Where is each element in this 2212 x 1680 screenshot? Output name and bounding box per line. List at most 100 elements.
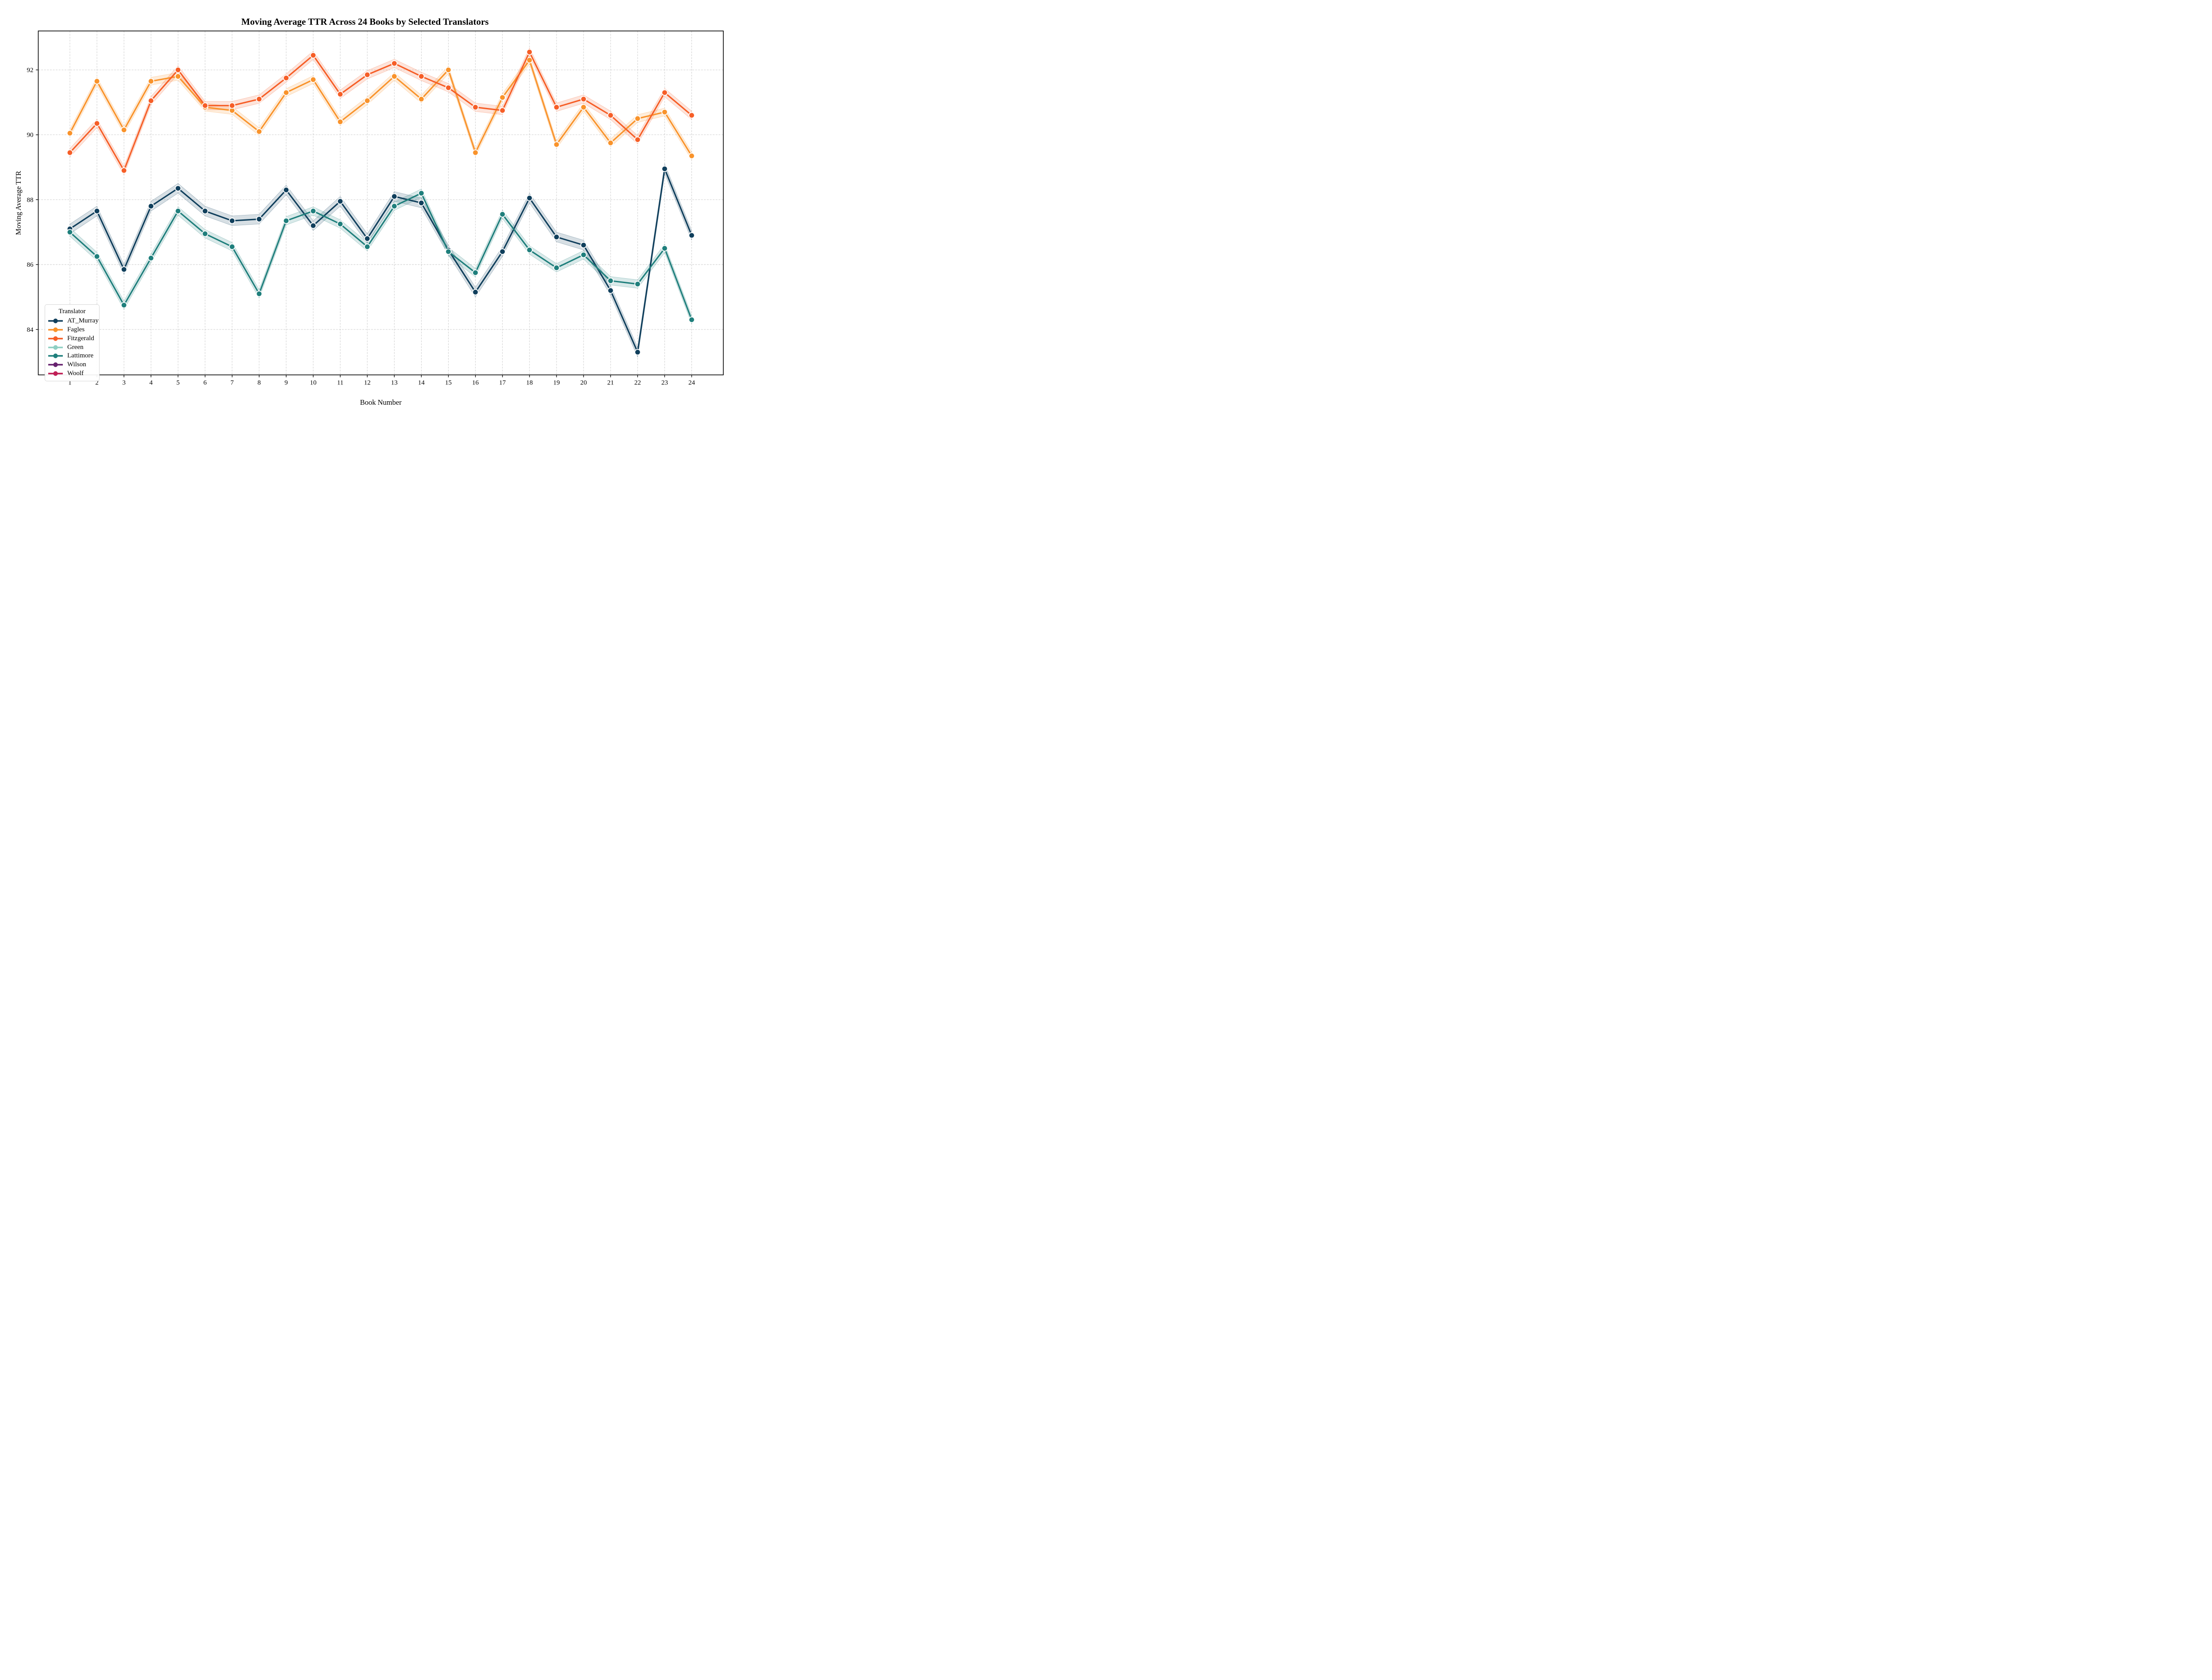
point-Lattimore-5 [175, 207, 181, 215]
legend-label-Wilson: Wilson [67, 361, 86, 368]
legend-marker-Woolf [48, 371, 63, 376]
point-Fagles-10 [310, 76, 317, 83]
legend-label-AT_Murray: AT_Murray [67, 317, 99, 325]
chart-title: Moving Average TTR Across 24 Books by Se… [241, 16, 489, 27]
point-Fitzgerald-24 [688, 112, 695, 119]
band-Fitzgerald [69, 47, 692, 175]
gridlines [38, 31, 723, 375]
point-AT_Murray-9 [283, 187, 290, 193]
point-Lattimore-18 [526, 246, 533, 253]
x-tick-label-7: 7 [230, 380, 234, 387]
point-AT_Murray-17 [499, 248, 506, 255]
point-Fagles-22 [634, 115, 641, 122]
point-Lattimore-6 [202, 230, 208, 237]
point-Lattimore-16 [472, 269, 479, 276]
figure: Moving Average TTR Across 24 Books by Se… [0, 0, 730, 420]
x-tick-label-12: 12 [364, 380, 371, 387]
point-Fagles-20 [580, 104, 587, 111]
legend: Translator AT_Murray Fagles Fitzgerald Gree… [45, 304, 100, 382]
point-AT_Murray-10 [310, 222, 317, 229]
point-Fitzgerald-16 [472, 104, 479, 111]
point-AT_Murray-18 [526, 195, 533, 201]
legend-item-Wilson: Wilson [48, 361, 99, 368]
point-Lattimore-14 [418, 190, 425, 196]
point-AT_Murray-2 [93, 207, 100, 215]
line-Fagles [69, 59, 692, 157]
point-Fagles-5 [175, 73, 181, 80]
point-Fagles-9 [283, 89, 290, 96]
legend-label-Fagles: Fagles [67, 326, 85, 333]
x-tick-label-22: 22 [634, 380, 641, 387]
point-Fitzgerald-14 [418, 73, 425, 80]
point-AT_Murray-19 [553, 234, 560, 240]
point-Fitzgerald-7 [229, 102, 235, 109]
point-Lattimore-21 [607, 277, 614, 284]
x-tick-label-19: 19 [553, 380, 560, 387]
y-tick-label-90: 90 [27, 132, 34, 139]
x-tick-label-9: 9 [284, 380, 288, 387]
point-Fagles-19 [553, 141, 560, 148]
point-AT_Murray-16 [472, 289, 479, 295]
band-Lattimore [69, 188, 692, 324]
point-Lattimore-8 [256, 290, 262, 297]
point-Fitzgerald-20 [580, 96, 587, 103]
point-AT_Murray-3 [121, 266, 127, 273]
point-Fitzgerald-17 [499, 107, 506, 114]
legend-label-Fitzgerald: Fitzgerald [67, 334, 94, 342]
x-tick-label-6: 6 [204, 380, 207, 387]
legend-marker-Wilson [48, 362, 63, 367]
x-tick-label-20: 20 [580, 380, 587, 387]
point-Fagles-1 [66, 130, 73, 137]
point-Fitzgerald-4 [148, 97, 154, 104]
x-tick-label-4: 4 [150, 380, 153, 387]
point-Fagles-15 [445, 66, 452, 73]
point-Fitzgerald-9 [283, 75, 290, 81]
point-AT_Murray-21 [607, 287, 614, 294]
y-tick-label-84: 84 [27, 326, 34, 334]
series-Fitzgerald [66, 49, 695, 174]
x-tick-label-5: 5 [177, 380, 180, 387]
series-AT_Murray [66, 165, 695, 356]
x-tick-label-11: 11 [337, 380, 343, 387]
line-chart: 1 2 3 4 5 6 7 8 9 10 11 12 13 14 15 16 17 18 19 20 21 22 23 248… [14, 31, 724, 407]
point-Fitzgerald-6 [202, 102, 208, 109]
x-tick-label-8: 8 [257, 380, 261, 387]
point-AT_Murray-20 [580, 242, 587, 249]
legend-label-Woolf: Woolf [67, 369, 84, 377]
series-lines [66, 49, 695, 356]
line-Fitzgerald [69, 51, 692, 172]
plot-border [38, 31, 724, 376]
legend-label-Lattimore: Lattimore [67, 352, 94, 360]
point-Fitzgerald-19 [553, 104, 560, 111]
point-Fagles-17 [499, 94, 506, 101]
x-tick-label-21: 21 [607, 380, 614, 387]
point-AT_Murray-6 [202, 207, 208, 215]
x-tick-label-16: 16 [472, 380, 479, 387]
band-AT_Murray [69, 163, 692, 358]
point-Lattimore-23 [661, 245, 668, 252]
point-Lattimore-11 [337, 221, 344, 227]
point-Lattimore-12 [364, 243, 371, 250]
point-Fagles-2 [93, 78, 100, 84]
legend-item-Green: Green [48, 343, 99, 351]
point-Lattimore-17 [499, 211, 506, 218]
point-Lattimore-7 [229, 243, 235, 250]
legend-marker-AT_Murray [48, 318, 63, 323]
x-tick-label-23: 23 [661, 380, 668, 387]
point-Lattimore-13 [391, 203, 398, 210]
point-AT_Murray-22 [634, 349, 641, 356]
point-Fitzgerald-3 [121, 167, 127, 174]
legend-label-Green: Green [67, 343, 84, 351]
point-AT_Murray-8 [256, 216, 262, 222]
y-tick-label-92: 92 [27, 67, 34, 74]
x-tick-label-3: 3 [122, 380, 126, 387]
point-Fitzgerald-12 [364, 71, 371, 78]
point-Fagles-18 [526, 57, 533, 64]
point-AT_Murray-4 [148, 203, 154, 210]
legend-marker-Fagles [48, 327, 63, 332]
point-Fitzgerald-5 [175, 66, 181, 73]
point-Fitzgerald-18 [526, 49, 533, 55]
point-AT_Murray-5 [175, 185, 181, 192]
legend-item-Lattimore: Lattimore [48, 352, 99, 360]
x-tick-label-13: 13 [391, 380, 398, 387]
